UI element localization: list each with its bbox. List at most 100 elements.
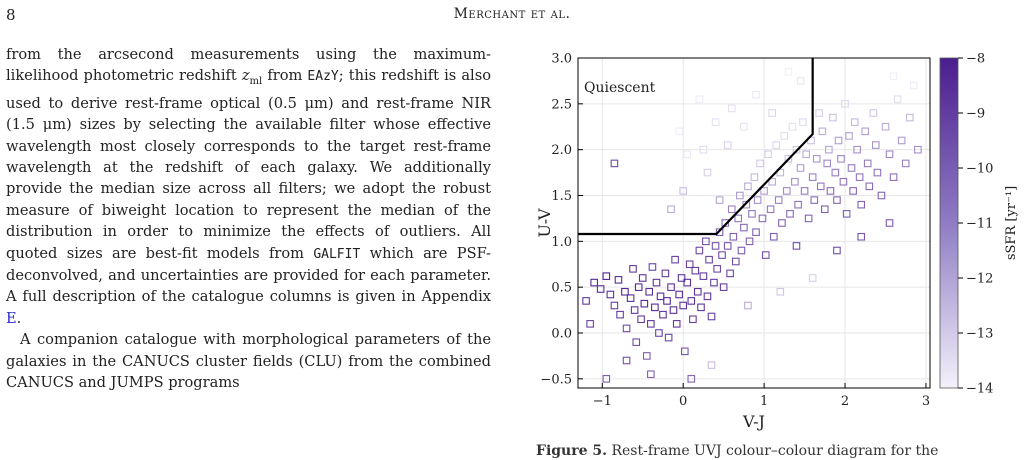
data-point — [655, 329, 663, 337]
colorbar — [939, 57, 959, 389]
data-point — [897, 136, 906, 145]
colorbar-tick-label: −10 — [966, 162, 993, 177]
data-point — [648, 263, 657, 271]
data-point — [734, 214, 743, 223]
data-point — [857, 232, 866, 241]
data-point — [833, 246, 841, 255]
running-head: Merchant et al. — [453, 6, 571, 22]
data-point — [764, 150, 772, 159]
data-point — [672, 320, 681, 328]
data-point — [823, 159, 832, 168]
data-point — [685, 260, 694, 269]
data-point — [885, 219, 894, 227]
data-point — [745, 237, 754, 246]
data-point — [744, 182, 752, 191]
x-tick-label: 3 — [922, 394, 930, 409]
data-point — [707, 361, 716, 369]
data-point — [652, 278, 661, 287]
appendix-link[interactable]: E — [6, 309, 17, 327]
x-tick-label: 2 — [841, 394, 849, 409]
data-point — [802, 150, 810, 159]
data-point — [784, 155, 793, 163]
data-point — [638, 274, 647, 282]
data-point — [667, 205, 675, 214]
data-point — [826, 187, 835, 195]
paragraph-2: A companion catalogue with morphological… — [6, 331, 491, 391]
x-tick-label: 1 — [760, 394, 768, 409]
data-point — [825, 145, 833, 154]
data-point — [837, 155, 845, 163]
data-point — [873, 168, 882, 177]
data-points — [582, 67, 922, 383]
data-point — [602, 272, 611, 280]
grid-lines — [578, 57, 930, 388]
data-point — [659, 310, 667, 319]
data-point — [799, 118, 807, 126]
data-point — [695, 95, 704, 104]
data-point — [679, 301, 687, 310]
data-point — [663, 297, 671, 305]
data-point — [810, 196, 819, 204]
colorbar-ticks: −8 −9 −10 −11 −12 −13 −14 — [958, 52, 993, 397]
data-point — [622, 356, 631, 365]
data-point — [737, 246, 746, 255]
x-axis-label: V-J — [742, 412, 765, 431]
data-point — [869, 109, 878, 117]
data-point — [804, 214, 813, 223]
data-point — [695, 246, 704, 255]
y-tick-label: 0.5 — [551, 281, 572, 296]
data-point — [590, 278, 598, 287]
data-point — [816, 182, 825, 191]
data-point — [794, 200, 802, 209]
data-point — [796, 164, 805, 172]
data-point — [901, 159, 910, 168]
data-point — [656, 292, 665, 301]
data-point — [768, 177, 777, 186]
data-point — [602, 375, 611, 383]
data-point — [664, 333, 673, 342]
data-point — [707, 312, 716, 321]
data-point — [849, 187, 857, 195]
data-point — [703, 168, 712, 177]
y-tick-label: 2.0 — [551, 143, 572, 158]
data-point — [689, 315, 697, 324]
data-point — [877, 191, 886, 200]
y-tick-label: 2.5 — [551, 97, 572, 112]
data-point — [796, 77, 805, 85]
data-point — [774, 196, 783, 204]
data-point — [711, 242, 720, 250]
data-point — [905, 113, 914, 122]
x-axis-ticks: −1 0 1 2 3 — [593, 383, 930, 409]
figure-caption: Figure 5. Rest-frame UVJ colour–colour d… — [536, 443, 939, 459]
data-point — [697, 303, 705, 312]
data-point — [815, 109, 823, 117]
data-point — [772, 141, 781, 149]
data-point — [853, 145, 861, 154]
data-point — [752, 90, 760, 99]
data-point — [711, 118, 720, 126]
data-point — [675, 290, 683, 299]
data-point — [818, 127, 827, 136]
data-point — [780, 132, 789, 140]
y-tick-label: 1.5 — [551, 189, 572, 204]
colorbar-tick-label: −12 — [966, 272, 993, 287]
data-point — [715, 196, 724, 204]
y-tick-label: −0.5 — [540, 372, 572, 387]
data-point — [691, 266, 700, 275]
data-point — [740, 223, 748, 232]
data-point — [893, 95, 902, 104]
data-point — [675, 127, 683, 136]
data-point — [606, 290, 615, 299]
data-point — [768, 109, 777, 117]
data-point — [792, 145, 801, 154]
data-point — [687, 297, 696, 305]
data-point — [645, 287, 654, 296]
data-point — [651, 303, 659, 312]
data-point — [753, 196, 762, 204]
data-point — [855, 173, 864, 181]
data-point — [808, 274, 817, 282]
data-point — [718, 251, 726, 259]
colorbar-tick-label: −11 — [966, 217, 993, 232]
data-point — [740, 122, 748, 131]
data-point — [727, 104, 736, 113]
